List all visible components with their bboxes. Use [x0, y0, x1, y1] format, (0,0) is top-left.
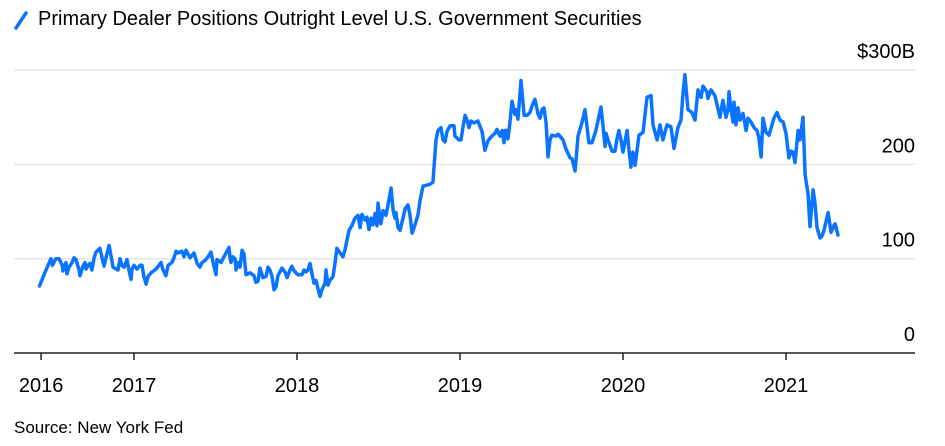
series-line — [37, 73, 840, 299]
y-tick-label: 200 — [882, 135, 915, 157]
x-tick-label: 2019 — [438, 375, 483, 397]
y-tick-label: 100 — [882, 230, 915, 252]
x-tick-label: 2016 — [19, 375, 64, 397]
y-axis-ticks: 0 100 200 $300B — [857, 41, 915, 346]
y-tick-label: $300B — [857, 41, 915, 63]
x-tick-label: 2021 — [764, 375, 809, 397]
gridlines — [14, 69, 915, 260]
x-tick-label: 2020 — [601, 375, 646, 397]
x-tick-label: 2017 — [112, 375, 157, 397]
chart-title: Primary Dealer Positions Outright Level … — [38, 8, 642, 30]
legend-line-icon — [14, 10, 28, 30]
chart-legend: Primary Dealer Positions Outright Level … — [14, 8, 642, 31]
x-axis-ticks: 2016 2017 2018 2019 2020 2021 — [19, 353, 808, 397]
y-tick-label: 0 — [904, 324, 915, 346]
source-note: Source: New York Fed — [14, 418, 184, 437]
x-tick-label: 2018 — [275, 375, 320, 397]
